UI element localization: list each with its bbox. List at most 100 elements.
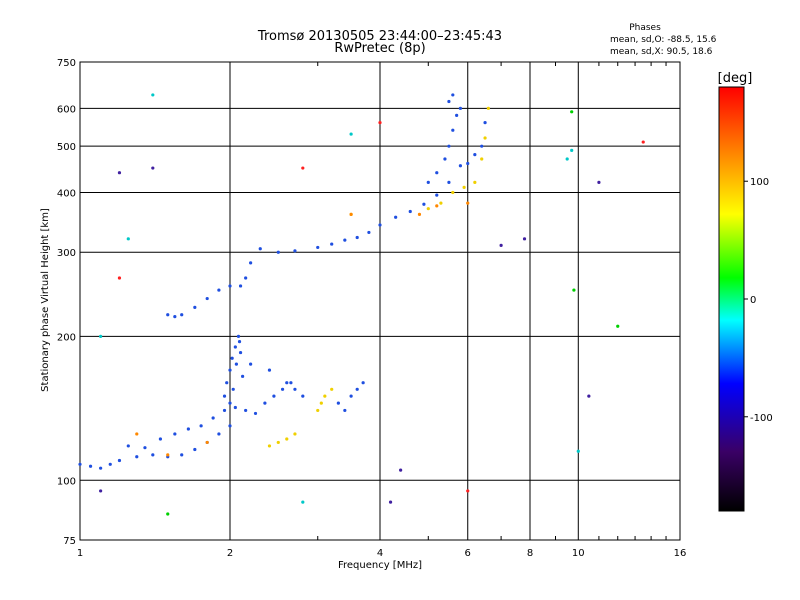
data-point	[253, 411, 258, 416]
data-point	[258, 247, 262, 251]
data-point	[228, 284, 232, 288]
plot-frame	[79, 61, 681, 541]
data-point	[267, 444, 272, 448]
data-point	[565, 157, 569, 161]
data-point	[443, 157, 447, 161]
data-point	[244, 408, 248, 413]
data-point	[486, 106, 490, 110]
data-point	[439, 201, 443, 205]
y-tick-label: 200	[57, 332, 76, 343]
data-point	[570, 148, 574, 152]
data-point	[378, 121, 382, 125]
data-point	[166, 512, 170, 516]
data-point	[99, 466, 103, 470]
data-point	[458, 164, 463, 168]
data-point	[483, 121, 487, 125]
data-point	[323, 394, 327, 398]
data-point	[117, 458, 122, 463]
y-tick-label: 750	[57, 58, 76, 69]
data-point	[455, 113, 459, 117]
data-point	[166, 453, 170, 457]
data-point	[293, 432, 297, 436]
colorbar-tick-label: -100	[750, 413, 773, 424]
data-point	[173, 432, 177, 436]
data-point	[272, 394, 276, 398]
data-point	[447, 99, 451, 104]
x-tick-label: 10	[572, 548, 585, 559]
data-point	[225, 381, 229, 385]
data-point	[336, 401, 340, 405]
data-point	[388, 500, 393, 504]
data-point	[205, 296, 209, 301]
data-point	[293, 249, 297, 253]
data-point	[236, 334, 241, 338]
data-point	[355, 387, 359, 391]
data-point	[276, 250, 280, 254]
data-point	[180, 453, 184, 457]
data-point	[408, 209, 412, 214]
data-point	[205, 440, 209, 445]
data-point	[222, 408, 227, 413]
data-point	[417, 212, 422, 216]
data-point	[378, 223, 382, 227]
data-point	[597, 180, 601, 184]
legend-title: Phases	[629, 23, 661, 33]
plot-area: 1 2 4 6 8 10 16 75 100 200 300 400 500 600 750	[57, 58, 686, 559]
x-tick-label: 1	[77, 548, 83, 559]
data-point	[451, 93, 455, 97]
data-point	[280, 387, 285, 391]
x-tick-label: 8	[527, 548, 533, 559]
y-tick-label: 100	[57, 476, 76, 487]
data-point	[234, 362, 238, 366]
data-point	[249, 261, 253, 265]
data-point	[151, 166, 155, 170]
data-point	[587, 394, 591, 398]
data-point	[126, 237, 130, 241]
data-point	[367, 230, 371, 235]
data-point	[301, 394, 305, 398]
data-point	[199, 424, 203, 428]
data-point	[173, 315, 177, 319]
data-point	[522, 237, 527, 241]
data-point	[233, 405, 237, 410]
data-point	[394, 215, 398, 219]
x-tick-label: 16	[674, 548, 687, 559]
data-point	[180, 313, 184, 317]
x-tick-label: 2	[227, 548, 233, 559]
data-point	[473, 153, 477, 157]
data-point	[249, 362, 253, 366]
data-point	[483, 136, 487, 140]
data-point	[316, 245, 320, 250]
data-point	[217, 288, 221, 292]
data-point	[447, 144, 451, 148]
data-point	[143, 446, 147, 450]
data-point	[117, 171, 122, 175]
y-tick-label: 300	[57, 248, 76, 259]
data-point	[267, 368, 272, 372]
data-point	[108, 462, 112, 466]
data-point	[244, 276, 248, 280]
chart-title: Tromsø 20130505 23:44:00–23:45:43	[257, 29, 502, 44]
data-point	[217, 432, 221, 436]
data-point	[422, 202, 426, 206]
x-tick-label: 6	[465, 548, 471, 559]
data-point	[222, 394, 227, 398]
data-point	[211, 416, 215, 420]
data-point	[293, 387, 297, 391]
data-point	[88, 464, 93, 468]
data-point	[166, 313, 170, 317]
data-point	[285, 381, 289, 385]
data-point	[228, 401, 232, 405]
data-point	[641, 140, 645, 144]
data-point	[230, 356, 234, 360]
data-point	[355, 235, 359, 240]
data-point	[117, 276, 122, 280]
data-point	[330, 242, 334, 246]
data-point	[435, 171, 439, 175]
chart-subtitle: RwPretec (8p)	[334, 41, 425, 56]
data-point	[343, 238, 347, 242]
data-point	[451, 190, 455, 195]
data-point	[276, 440, 280, 445]
data-point	[289, 381, 293, 385]
